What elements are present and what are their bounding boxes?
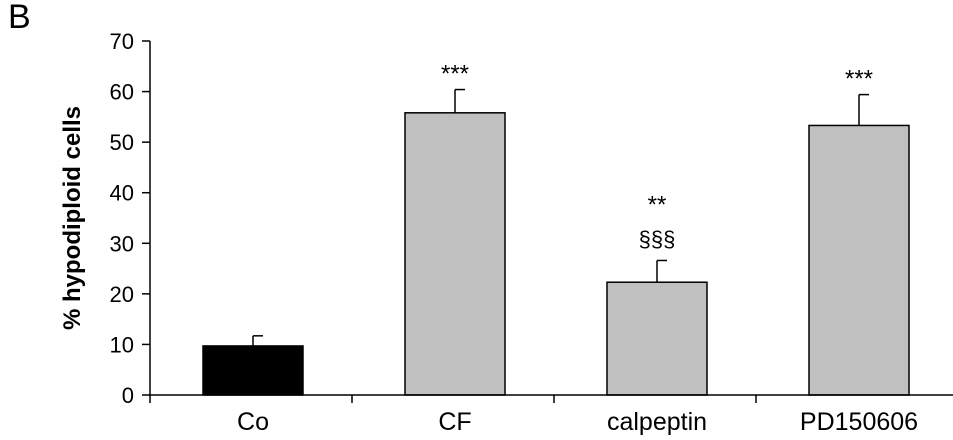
significance-label: *** — [845, 66, 873, 93]
x-tick-label: CF — [438, 408, 471, 436]
y-tick-label: 40 — [110, 181, 134, 206]
significance-label: ** — [648, 191, 667, 218]
x-tick-label: calpeptin — [607, 408, 707, 436]
y-axis-label: % hypodiploid cells — [59, 106, 86, 330]
y-tick-label: 70 — [110, 29, 134, 54]
y-tick-label: 0 — [122, 383, 134, 408]
x-tick-label: PD150606 — [800, 408, 918, 436]
bar — [606, 281, 708, 396]
significance-label: *** — [441, 61, 469, 88]
significance-label: §§§ — [639, 226, 676, 251]
bars: *****§§§*** — [202, 61, 910, 396]
y-tick-label: 30 — [110, 231, 134, 256]
x-axis: Co CF calpeptin PD150606 — [149, 394, 953, 436]
y-tick-label: 50 — [110, 130, 134, 155]
y-axis: 0 10 20 30 40 50 60 70 — [110, 29, 151, 408]
y-tick-label: 60 — [110, 80, 134, 105]
y-tick-label: 10 — [110, 332, 134, 357]
x-tick-label: Co — [237, 408, 269, 436]
bar — [404, 112, 506, 396]
bar — [202, 345, 304, 396]
panel-label: B — [8, 0, 31, 36]
bar — [808, 124, 910, 396]
y-tick-label: 20 — [110, 282, 134, 307]
